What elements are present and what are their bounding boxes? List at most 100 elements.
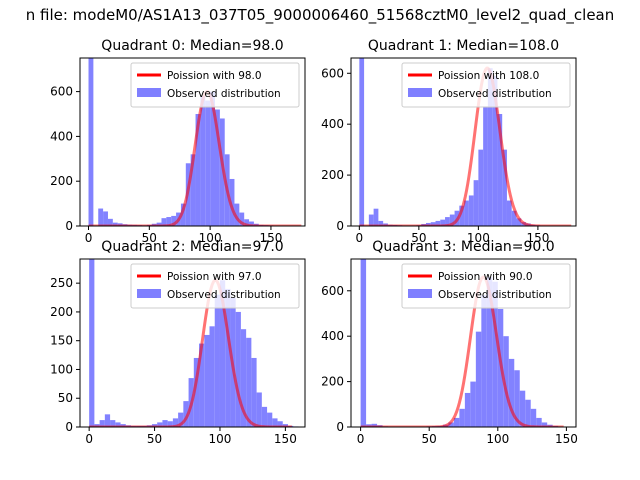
hist-bar: [359, 58, 365, 226]
x-tick-label: 50: [147, 432, 162, 446]
x-tick-label: 0: [356, 231, 364, 245]
x-tick-label: 100: [199, 231, 222, 245]
hist-bar: [234, 203, 240, 226]
y-tick-label: 400: [50, 129, 73, 143]
hist-bar: [256, 392, 262, 427]
hist-bar: [225, 288, 231, 427]
hist-bar: [459, 408, 465, 427]
legend-bar-swatch: [408, 289, 432, 298]
hist-bar: [99, 420, 105, 427]
hist-bar: [514, 370, 520, 427]
hist-bar: [239, 212, 245, 226]
y-tick-label: 200: [50, 174, 73, 188]
hist-bar: [449, 214, 455, 226]
hist-bar: [272, 418, 278, 427]
hist-bar: [473, 180, 479, 226]
x-tick-label: 50: [411, 231, 426, 245]
hist-bar: [464, 392, 471, 427]
hist-bar: [171, 215, 177, 226]
x-tick-label: 150: [259, 231, 282, 245]
axes-frame: [79, 258, 306, 428]
hist-bar: [180, 203, 186, 226]
panel-title: Quadrant 3: Median=90.0: [372, 239, 554, 255]
hist-bar: [199, 343, 205, 427]
hist-bar: [210, 91, 215, 226]
hist-bar: [240, 329, 247, 427]
legend: Poission with 108.0 Observed distribution: [401, 62, 571, 108]
y-tick-label: 150: [50, 334, 73, 348]
hist-bar: [478, 149, 484, 226]
y-tick-label: 0: [65, 420, 73, 434]
y-tick-label: 600: [50, 85, 73, 99]
legend-box: [130, 263, 300, 309]
panel-title: Quadrant 1: Median=108.0: [368, 38, 559, 54]
hist-bar: [492, 75, 498, 226]
hist-bar: [492, 281, 498, 427]
hist-bar: [530, 408, 537, 427]
x-tick-label: 50: [142, 231, 157, 245]
hist-bar: [103, 211, 108, 226]
legend-box: [130, 62, 300, 108]
y-tick-label: 600: [321, 284, 344, 298]
hist-bar: [464, 200, 469, 226]
hist-bar: [205, 100, 211, 226]
x-tick-label: 0: [85, 432, 93, 446]
hist-bar: [475, 331, 482, 427]
hist-bar: [378, 220, 384, 226]
hist-bar: [277, 421, 283, 427]
y-tick-label: 200: [321, 375, 344, 389]
legend-entry: Poission with 90.0: [438, 271, 533, 283]
legend-entry: Poission with 98.0: [167, 70, 262, 82]
hist-bar: [371, 423, 378, 427]
hist-bar: [98, 208, 104, 226]
legend-entry: Poission with 108.0: [438, 70, 539, 82]
legend-bar-swatch: [137, 88, 161, 97]
legend: Poission with 90.0 Observed distribution: [401, 263, 571, 309]
chart-panel-2: 0 50 100 150 0 50 100 150 200 250 Quadrant 2: Medi…: [50, 239, 306, 446]
hist-bar: [426, 222, 431, 226]
hist-bar: [430, 222, 436, 226]
figure-suptitle: n file: modeM0/AS1A13_037T05_9000006460_…: [26, 6, 615, 25]
y-tick-label: 50: [58, 391, 73, 405]
hist-bar: [519, 390, 526, 427]
hist-bar: [541, 422, 548, 427]
plot-area: [360, 259, 570, 427]
y-tick-label: 0: [336, 219, 344, 233]
hist-bar: [167, 421, 173, 427]
y-tick-label: 0: [65, 219, 73, 233]
hist-bar: [162, 420, 168, 427]
hist-bar: [516, 218, 522, 226]
hist-bar: [487, 68, 493, 226]
hist-bar: [261, 406, 268, 427]
hist-bar: [204, 334, 210, 427]
hist-bar: [107, 218, 113, 226]
chart-panel-3: 0 50 100 150 0 200 400 600 Quadrant 3: Median=90…: [321, 239, 578, 446]
x-tick-label: 50: [422, 432, 437, 446]
x-tick-label: 0: [357, 432, 365, 446]
y-tick-label: 0: [336, 420, 344, 434]
hist-bar: [459, 205, 465, 226]
hist-bar: [115, 422, 121, 427]
hist-bar: [172, 418, 179, 427]
x-tick-label: 100: [486, 432, 509, 446]
hist-bar: [166, 217, 172, 226]
hist-bar: [470, 381, 476, 427]
legend: Poission with 98.0 Observed distribution: [130, 62, 300, 108]
legend-entry: Poission with 97.0: [167, 271, 262, 283]
hist-bar: [440, 219, 446, 226]
x-tick-label: 0: [85, 231, 93, 245]
hist-bar: [110, 420, 116, 427]
hist-bar: [190, 154, 196, 226]
chart-panel-1: 0 50 100 150 0 200 400 600 Quadrant 1: Median=10…: [321, 38, 577, 245]
panel-title: Quadrant 0: Median=98.0: [101, 38, 283, 54]
legend-entry: Observed distribution: [167, 88, 281, 100]
chart-panel-0: 0 50 100 150 0 200 400 600 Quadrant 0: Median=98…: [50, 38, 306, 245]
hist-bar: [157, 422, 163, 427]
hist-bar: [445, 217, 450, 226]
hist-bar: [502, 149, 507, 226]
hist-bar: [373, 208, 379, 226]
y-tick-label: 600: [321, 66, 344, 80]
hist-bar: [193, 357, 200, 427]
axes-frame: [79, 57, 306, 227]
